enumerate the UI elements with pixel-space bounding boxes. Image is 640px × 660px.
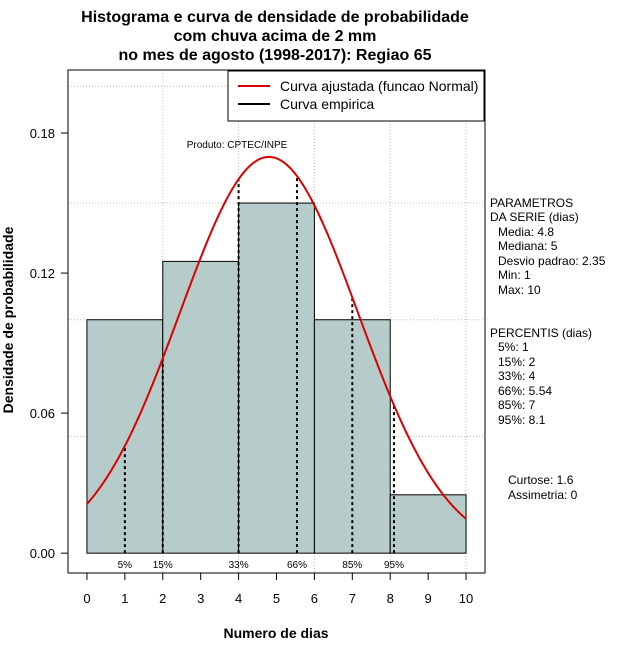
parameter-item: Mediana: 5 bbox=[498, 239, 558, 253]
x-tick-label: 8 bbox=[387, 591, 394, 606]
percentil-item: 5%: 1 bbox=[498, 340, 529, 354]
shape-panel: Curtose: 1.6 Assimetria: 0 bbox=[508, 473, 578, 502]
parameter-item: Min: 1 bbox=[498, 268, 531, 282]
assimetria-value: Assimetria: 0 bbox=[508, 488, 578, 502]
y-tick-label: 0.06 bbox=[30, 406, 55, 421]
legend: Curva ajustada (funcao Normal) Curva emp… bbox=[227, 70, 485, 122]
normal-curve-line bbox=[86, 155, 467, 520]
x-tick-label: 5 bbox=[273, 591, 280, 606]
percentile-marker-label: 15% bbox=[153, 560, 173, 571]
y-tick-label: 0.12 bbox=[30, 266, 55, 281]
percentil-item: 33%: 4 bbox=[498, 369, 536, 383]
legend-label-empirica: Curva empirica bbox=[280, 96, 374, 112]
percentil-item: 66%: 5.54 bbox=[498, 384, 552, 398]
chart-title-line-3: no mes de agosto (1998-2017): Regiao 65 bbox=[119, 47, 432, 64]
percentile-marker-label: 5% bbox=[118, 560, 133, 571]
chart-title-line-2: com chuva acima de 2 mm bbox=[174, 28, 377, 45]
x-tick-label: 1 bbox=[121, 591, 128, 606]
percentile-marker-label: 95% bbox=[384, 560, 404, 571]
curtose-value: Curtose: 1.6 bbox=[508, 473, 574, 487]
legend-label-normal: Curva ajustada (funcao Normal) bbox=[280, 78, 478, 94]
y-tick-label: 0.18 bbox=[30, 126, 55, 141]
parameters-title-1: PARAMETROS bbox=[490, 196, 573, 210]
histogram-bar bbox=[389, 494, 467, 554]
y-tick-label: 0.00 bbox=[30, 546, 55, 561]
percentile-marker-label: 33% bbox=[229, 560, 249, 571]
percentis-panel: PERCENTIS (dias) 5%: 1 15%: 2 33%: 4 66%… bbox=[490, 326, 592, 427]
percentile-marker-label: 66% bbox=[287, 560, 307, 571]
x-axis: 0 1 2 3 4 5 6 7 8 9 10 bbox=[83, 572, 473, 606]
x-tick-label: 0 bbox=[83, 591, 90, 606]
x-axis-title: Numero de dias bbox=[223, 625, 328, 641]
percentil-item: 85%: 7 bbox=[498, 398, 536, 412]
histogram-bar bbox=[86, 319, 164, 554]
y-axis: 0.00 0.06 0.12 0.18 bbox=[30, 126, 69, 561]
percentil-item: 15%: 2 bbox=[498, 355, 536, 369]
y-axis-title: Densidade de probabilidade bbox=[0, 226, 16, 413]
x-tick-label: 4 bbox=[235, 591, 242, 606]
chart-title-line-1: Histograma e curva de densidade de proba… bbox=[81, 9, 469, 26]
x-tick-label: 10 bbox=[459, 591, 473, 606]
parameter-item: Max: 10 bbox=[498, 283, 541, 297]
parameters-panel: PARAMETROS DA SERIE (dias) Media: 4.8 Me… bbox=[490, 196, 606, 297]
x-tick-label: 3 bbox=[197, 591, 204, 606]
product-annotation: Produto: CPTEC/INPE bbox=[187, 140, 288, 151]
x-tick-label: 6 bbox=[311, 591, 318, 606]
x-tick-label: 9 bbox=[425, 591, 432, 606]
x-tick-label: 2 bbox=[159, 591, 166, 606]
legend-box bbox=[227, 70, 485, 122]
parameter-item: Desvio padrao: 2.35 bbox=[498, 254, 606, 268]
parameters-title-2: DA SERIE (dias) bbox=[490, 210, 579, 224]
histogram-bars bbox=[86, 202, 467, 554]
x-tick-label: 7 bbox=[349, 591, 356, 606]
percentile-marker-label: 85% bbox=[342, 560, 362, 571]
percentil-item: 95%: 8.1 bbox=[498, 413, 546, 427]
histogram-bar bbox=[162, 260, 240, 554]
parameter-item: Media: 4.8 bbox=[498, 225, 554, 239]
percentis-title: PERCENTIS (dias) bbox=[490, 326, 592, 340]
percentile-markers: 5% 15% 33% 66% 85% 95% bbox=[118, 176, 404, 571]
histogram-bar bbox=[238, 202, 315, 554]
